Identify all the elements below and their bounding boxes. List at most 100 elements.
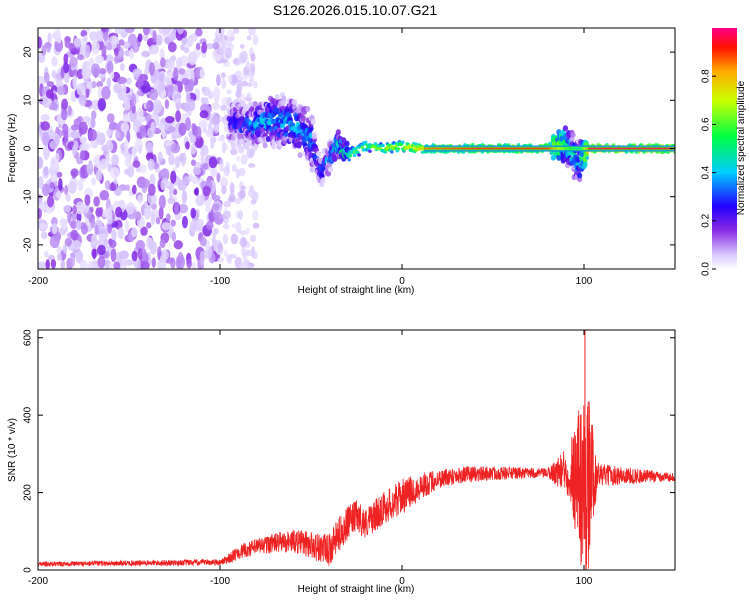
heatmap-cell — [90, 218, 96, 229]
heatmap-cell — [171, 91, 182, 104]
heatmap-cell — [217, 242, 223, 253]
heatmap-cell — [219, 28, 225, 37]
heatmap-cell — [38, 75, 46, 87]
heatmap-cell — [585, 156, 590, 160]
heatmap-cell — [49, 235, 60, 249]
heatmap-cell — [167, 126, 176, 133]
heatmap-cell — [246, 92, 252, 100]
heatmap-cell — [79, 136, 88, 144]
heatmap-cell — [66, 210, 72, 224]
heatmap-cell — [120, 122, 130, 133]
heatmap-cell — [125, 202, 135, 215]
heatmap-cell — [239, 44, 245, 49]
heatmap-cell — [90, 116, 96, 129]
heatmap-cell — [165, 116, 175, 124]
heatmap-cell — [46, 195, 54, 208]
heatmap-cell — [173, 66, 179, 81]
heatmap-cell — [150, 121, 156, 133]
heatmap-cell — [140, 226, 148, 236]
heatmap-cell — [141, 248, 147, 261]
heatmap-cell — [159, 239, 166, 249]
heatmap-cell — [67, 105, 72, 117]
heatmap-cell — [63, 204, 72, 213]
heatmap-cell — [70, 254, 76, 267]
heatmap-cell — [64, 130, 69, 144]
heatmap-cell — [118, 39, 125, 46]
heatmap-cell — [38, 208, 42, 219]
heatmap-cell — [150, 213, 156, 226]
heatmap-cell — [164, 28, 171, 38]
heatmap-cell — [212, 101, 220, 110]
heatmap-cell — [98, 68, 107, 75]
heatmap-cell — [137, 144, 143, 154]
heatmap-cell — [230, 233, 239, 245]
heatmap-cell — [78, 94, 87, 105]
heatmap-cell — [202, 162, 209, 170]
heatmap-cell — [250, 199, 257, 205]
heatmap-cell — [175, 256, 181, 269]
heatmap-cell — [51, 56, 58, 67]
heatmap-cell — [250, 53, 256, 62]
heatmap-cell — [221, 176, 227, 185]
heatmap-cell — [98, 233, 108, 240]
heatmap-cell — [220, 104, 228, 110]
heatmap-cell — [158, 195, 166, 209]
heatmap-cell — [262, 142, 268, 149]
heatmap-cell — [165, 213, 171, 222]
heatmap-cell — [41, 132, 50, 146]
heatmap-cell — [70, 124, 80, 131]
heatmap-cell — [201, 41, 208, 54]
heatmap-cell — [70, 130, 81, 139]
heatmap-cell — [131, 145, 137, 159]
heatmap-cell — [152, 30, 157, 44]
heatmap-cell — [119, 250, 129, 260]
heatmap-cell — [577, 172, 583, 179]
heatmap-cell — [199, 236, 207, 247]
heatmap-cell — [212, 239, 218, 250]
heatmap-cell — [245, 60, 250, 69]
heatmap-cell — [91, 80, 97, 89]
heatmap-cell — [274, 94, 280, 101]
heatmap-cell — [132, 118, 141, 133]
heatmap-cell — [252, 81, 258, 89]
spectrogram-x-tick-label: 100 — [576, 276, 593, 287]
heatmap-cell — [70, 168, 79, 178]
heatmap-cell — [171, 55, 177, 62]
heatmap-cell — [368, 149, 372, 153]
heatmap-cell — [91, 234, 98, 246]
heatmap-cell — [237, 133, 243, 140]
heatmap-cell — [181, 190, 188, 204]
heatmap-cell — [149, 240, 158, 255]
heatmap-cell — [129, 48, 135, 60]
heatmap-cell — [222, 233, 229, 245]
heatmap-cell — [164, 99, 170, 109]
heatmap-cell — [146, 99, 154, 113]
heatmap-cell — [158, 81, 166, 92]
heatmap-cell — [113, 47, 119, 57]
heatmap-cell — [78, 121, 88, 135]
heatmap-cell — [226, 29, 234, 37]
heatmap-cell — [177, 28, 184, 35]
heatmap-cell — [230, 148, 238, 156]
heatmap-cell — [230, 143, 237, 150]
heatmap-cell — [164, 76, 170, 85]
heatmap-cell — [108, 261, 114, 269]
heatmap-cell — [190, 143, 197, 155]
heatmap-cell — [58, 177, 63, 191]
heatmap-cell — [125, 184, 131, 191]
heatmap-cell — [45, 259, 50, 269]
heatmap-cell — [181, 215, 188, 229]
heatmap-cell — [62, 220, 67, 231]
heatmap-cell — [195, 126, 202, 139]
heatmap-cell — [249, 106, 255, 113]
colorbar-tick-label: 0.8 — [701, 69, 712, 83]
heatmap-cell — [91, 177, 96, 186]
heatmap-cell — [135, 80, 145, 88]
heatmap-cell — [38, 36, 42, 49]
heatmap-cell — [243, 65, 250, 76]
heatmap-cell — [151, 45, 158, 55]
heatmap-cell — [88, 31, 98, 41]
spectrogram-y-tick-label: 10 — [23, 94, 34, 106]
heatmap-cell — [72, 75, 77, 89]
